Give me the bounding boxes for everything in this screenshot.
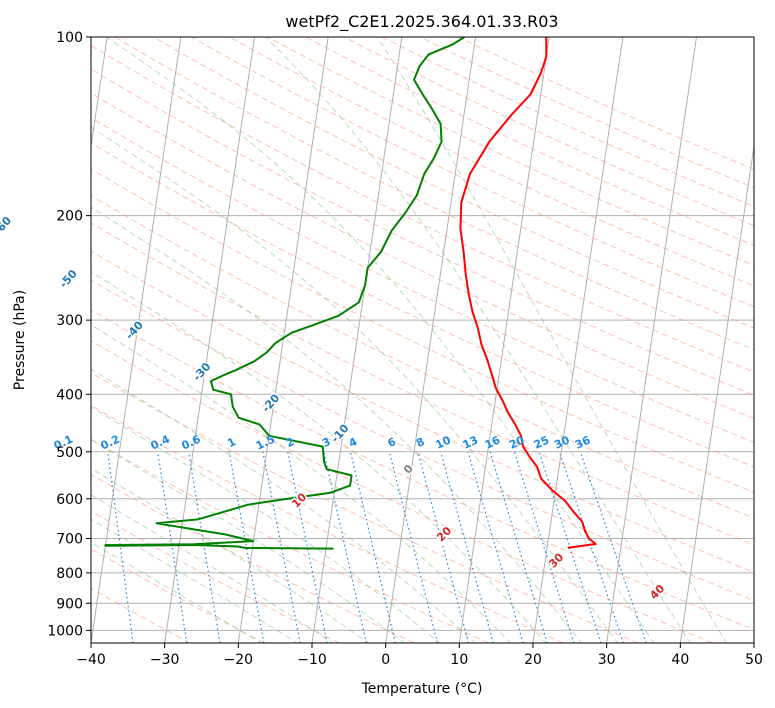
plot-frame	[90, 36, 755, 644]
moist-adiabat	[91, 467, 370, 643]
mixing-ratio-line	[262, 451, 301, 643]
x-tick-label: −10	[297, 652, 327, 668]
moist-adiabat	[106, 37, 655, 643]
dry-adiabat	[91, 340, 713, 643]
y-tick-label: 200	[56, 209, 83, 225]
dry-adiabat	[91, 371, 639, 643]
moist-adiabat	[91, 541, 263, 643]
dry-adiabat	[190, 37, 754, 308]
mixing-ratio-label: 30	[552, 433, 572, 451]
x-tick-label: −40	[76, 652, 106, 668]
dry-adiabat	[91, 194, 754, 519]
y-tick-label: 500	[56, 445, 83, 461]
dry-adiabat	[91, 68, 754, 396]
mixing-ratio-line	[157, 451, 188, 643]
mixing-ratio-label: 10	[433, 433, 453, 451]
mixing-ratio-line	[467, 451, 524, 643]
mixing-ratio-line	[107, 451, 134, 643]
x-tick-label: 20	[524, 652, 542, 668]
dry-adiabat	[152, 37, 754, 329]
isotherm-line	[458, 37, 550, 643]
dry-adiabat	[91, 510, 340, 643]
y-tick-label: 100	[56, 30, 83, 46]
mixing-ratio-line	[388, 451, 439, 643]
x-tick-label: 50	[745, 652, 763, 668]
x-tick-label: −30	[150, 652, 180, 668]
x-tick-label: 10	[450, 652, 468, 668]
mixing-ratio-label: 36	[573, 433, 593, 451]
dry-adiabats	[91, 37, 754, 643]
mixing-ratio-line	[440, 451, 494, 643]
x-axis-label: Temperature (°C)	[361, 681, 483, 697]
isotherm-line	[311, 37, 403, 643]
y-axis-label: Pressure (hPa)	[12, 290, 28, 390]
isotherm-line	[91, 37, 182, 643]
isotherm-line	[606, 37, 698, 643]
isotherm-line	[532, 37, 624, 643]
moist-adiabat	[264, 37, 691, 643]
y-tick-label: 700	[56, 532, 83, 548]
mixing-ratio-label: 16	[483, 433, 503, 451]
temperature-line	[459, 37, 597, 549]
y-tick-label: 900	[56, 596, 83, 612]
moist-adiabat	[91, 518, 299, 643]
mixing-ratio-line	[558, 451, 624, 643]
mixing-ratio-line	[187, 451, 221, 643]
mixing-ratio-label: 25	[532, 433, 551, 451]
mixing-ratio-lines	[107, 451, 647, 643]
mixing-ratio-line	[489, 451, 548, 643]
isotherm-label: -50	[57, 267, 80, 291]
moist-adiabat	[91, 438, 405, 643]
dry-adiabat	[91, 222, 754, 546]
dry-adiabat	[91, 142, 754, 468]
mixing-ratio-line	[228, 451, 265, 643]
dry-adiabat	[91, 168, 754, 493]
dry-adiabat	[91, 44, 754, 373]
isotherm-line	[385, 37, 477, 643]
x-tick-label: 40	[671, 652, 689, 668]
x-tick-label: −20	[224, 652, 254, 668]
sounding-series	[104, 37, 597, 550]
isotherm-line	[164, 37, 256, 643]
x-tick-label: 30	[598, 652, 616, 668]
mixing-ratio-label: 20	[507, 433, 527, 451]
dry-adiabat	[91, 250, 754, 573]
moist-adiabat	[91, 126, 619, 643]
moist-adiabat	[91, 368, 476, 643]
mixing-ratio-line	[417, 451, 470, 643]
isotherm-line	[679, 142, 754, 643]
plot-area	[91, 37, 754, 643]
y-tick-label: 800	[56, 566, 83, 582]
dry-adiabat	[91, 279, 754, 602]
mixing-ratio-line	[287, 451, 328, 643]
axis-ticks: −40 −30 −20 −10 0 10 20 30 40 50 100 200 300 400 500 60…	[47, 30, 763, 668]
mixing-ratio-line	[513, 451, 575, 643]
chart-title: wetPf2_C2E1.2025.364.01.33.R03	[285, 12, 558, 32]
moist-adiabat	[91, 271, 547, 643]
mixing-ratio-label: 13	[461, 433, 480, 451]
y-tick-label: 400	[56, 387, 83, 403]
y-tick-label: 1000	[47, 623, 83, 639]
dry-adiabat	[91, 309, 754, 631]
dewpoint-line	[104, 37, 466, 550]
mixing-ratio-line	[323, 451, 367, 643]
isotherm-line	[91, 37, 108, 150]
dry-adiabat	[91, 548, 265, 643]
y-tick-label: 300	[56, 313, 83, 329]
isotherm-label: -60	[0, 214, 14, 238]
mixing-ratio-line	[349, 451, 396, 643]
isotherm-line	[753, 639, 754, 643]
y-tick-label: 600	[56, 492, 83, 508]
dry-adiabat	[91, 404, 564, 643]
x-tick-label: 0	[381, 652, 390, 668]
moist-adiabat	[91, 206, 583, 643]
